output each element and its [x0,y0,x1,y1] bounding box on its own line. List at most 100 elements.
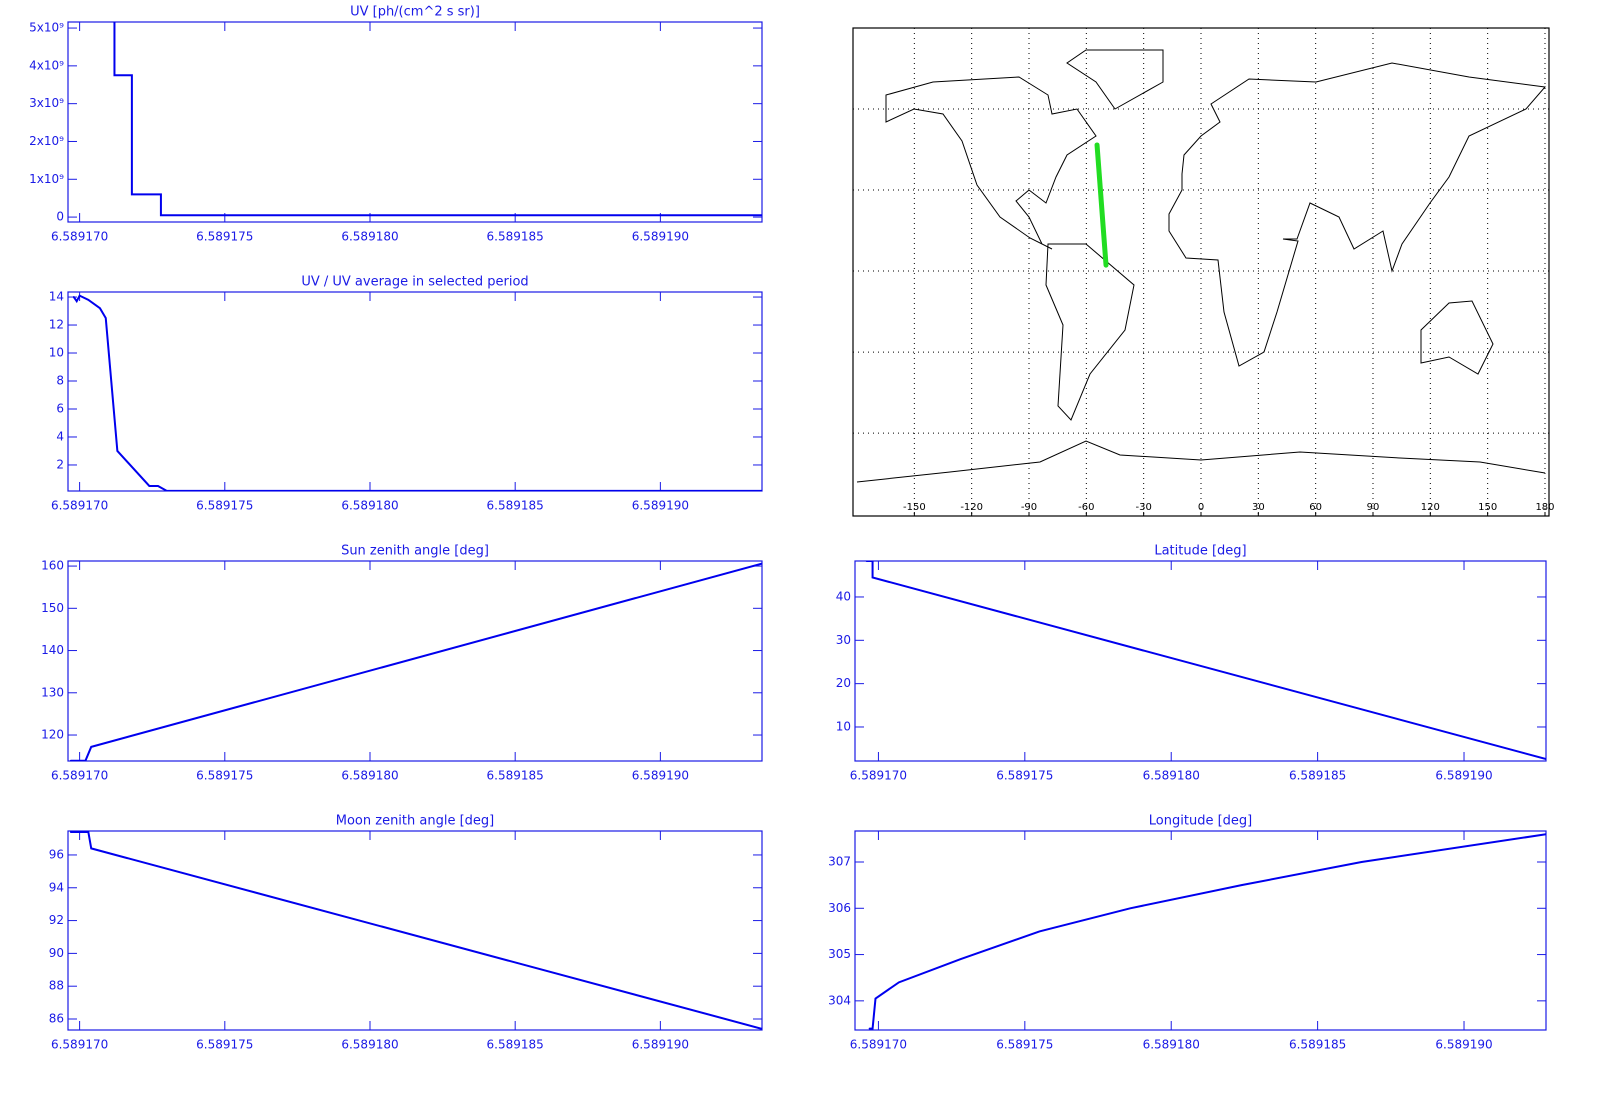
map-frame [852,27,1550,517]
x-tick-label: 6.589190 [632,499,689,513]
y-tick-label: 14 [49,290,64,304]
chart-title: Latitude [deg] [1154,544,1246,559]
y-tick-label: 6 [56,401,64,415]
x-tick-label: 6.589180 [341,230,398,244]
y-tick-label: 92 [49,913,64,927]
data-line [113,22,762,217]
x-tick-label: 120 [1421,502,1440,513]
x-tick-label: -30 [1135,502,1151,513]
x-tick-label: 6.589170 [51,1038,108,1052]
x-tick-label: 6.589175 [996,1038,1053,1052]
south-america [1045,243,1135,421]
chart-title: UV [ph/(cm^2 s sr)] [350,5,480,20]
x-tick-label: 6.589175 [196,1038,253,1052]
x-tick-label: 6.589190 [632,230,689,244]
x-tick-label: -120 [960,502,983,513]
x-tick-label: 60 [1309,502,1322,513]
x-tick-label: -60 [1078,502,1094,513]
y-tick-label: 0 [56,210,64,224]
y-tick-label: 306 [828,901,851,915]
x-tick-label: 0 [1198,502,1204,513]
plot-panel: UV [ph/(cm^2 s sr)] 0 1x10⁹ 2x10⁹ 3x10⁹ 4x10⁹… [29,5,763,244]
x-tick-label: 6.589175 [196,499,253,513]
plot-frame [67,291,763,492]
x-tick-label: 6.589190 [1435,1038,1492,1052]
chart-title: Moon zenith angle [deg] [336,814,494,829]
eurasia-africa [1168,62,1546,367]
plot-frame [67,830,763,1031]
y-tick-label: 2 [56,457,64,471]
x-tick-label: 6.589180 [341,1038,398,1052]
y-tick-label: 30 [836,633,851,647]
y-tick-label: 4 [56,429,64,443]
x-tick-label: 180 [1535,502,1554,513]
y-tick-label: 3x10⁹ [29,96,64,110]
y-tick-label: 20 [836,676,851,690]
x-tick-label: 30 [1252,502,1265,513]
y-tick-label: 86 [49,1012,64,1026]
x-tick-label: 6.589170 [850,1038,907,1052]
x-tick-label: 150 [1478,502,1497,513]
y-tick-label: 5x10⁹ [29,21,64,35]
x-tick-label: 6.589180 [1143,769,1200,783]
track [1094,142,1109,268]
x-tick-label: 6.589185 [487,230,544,244]
x-tick-label: 6.589190 [632,769,689,783]
antarctica [856,440,1546,483]
y-tick-label: 90 [49,946,64,960]
y-tick-label: 40 [836,589,851,603]
y-tick-label: 130 [41,685,64,699]
x-tick-label: 6.589175 [196,769,253,783]
x-tick-label: 6.589190 [1435,769,1492,783]
x-tick-label: 6.589185 [487,499,544,513]
data-line [868,833,1546,1030]
chart-title: UV / UV average in selected period [301,275,528,290]
y-tick-label: 1x10⁹ [29,172,64,186]
y-tick-label: 120 [41,728,64,742]
chart-title: Longitude [deg] [1149,814,1252,829]
plot-frame [67,560,763,762]
y-tick-label: 140 [41,643,64,657]
plot-panel: Sun zenith angle [deg] 120 130 140 150 160 6.5… [41,544,763,783]
y-tick-label: 150 [41,601,64,615]
plot-panel: Latitude [deg] 10 20 30 40 6.589170 6.589175 6.… [836,544,1547,783]
y-tick-label: 94 [49,880,64,894]
chart-title: Sun zenith angle [deg] [341,544,489,559]
x-tick-label: 6.589180 [1143,1038,1200,1052]
data-line [865,561,1546,761]
y-tick-label: 4x10⁹ [29,58,64,72]
x-tick-label: 6.589180 [341,499,398,513]
x-tick-label: 6.589185 [1289,769,1346,783]
y-tick-label: 305 [828,947,851,961]
x-tick-label: 6.589170 [51,230,108,244]
x-tick-label: 6.589190 [632,1038,689,1052]
x-tick-label: -150 [903,502,926,513]
x-tick-label: 6.589170 [850,769,907,783]
y-tick-label: 2x10⁹ [29,134,64,148]
x-tick-label: 90 [1367,502,1380,513]
y-tick-label: 304 [828,993,851,1007]
coastlines [856,49,1546,483]
plot-panel: Longitude [deg] 304 305 306 307 6.589170 6.589… [828,814,1547,1052]
x-tick-label: 6.589170 [51,499,108,513]
y-tick-label: 88 [49,979,64,993]
y-tick-label: 10 [49,346,64,360]
x-tick-label: 6.589175 [196,230,253,244]
y-tick-label: 160 [41,559,64,573]
map-panel: -150 -120 -90 -60 -30 0 30 60 90 120 150 180 [852,27,1555,517]
data-line [69,831,762,1030]
x-tick-label: 6.589180 [341,769,398,783]
data-line [69,562,762,761]
x-tick-label: 6.589185 [1289,1038,1346,1052]
plot-frame [854,560,1547,762]
x-tick-label: 6.589170 [51,769,108,783]
greenland [1066,49,1164,110]
y-tick-label: 307 [828,855,851,869]
plot-frame [67,21,763,223]
x-tick-label: 6.589185 [487,1038,544,1052]
x-tick-label: 6.589175 [996,769,1053,783]
plot-frame [854,830,1547,1031]
x-tick-label: 6.589185 [487,769,544,783]
